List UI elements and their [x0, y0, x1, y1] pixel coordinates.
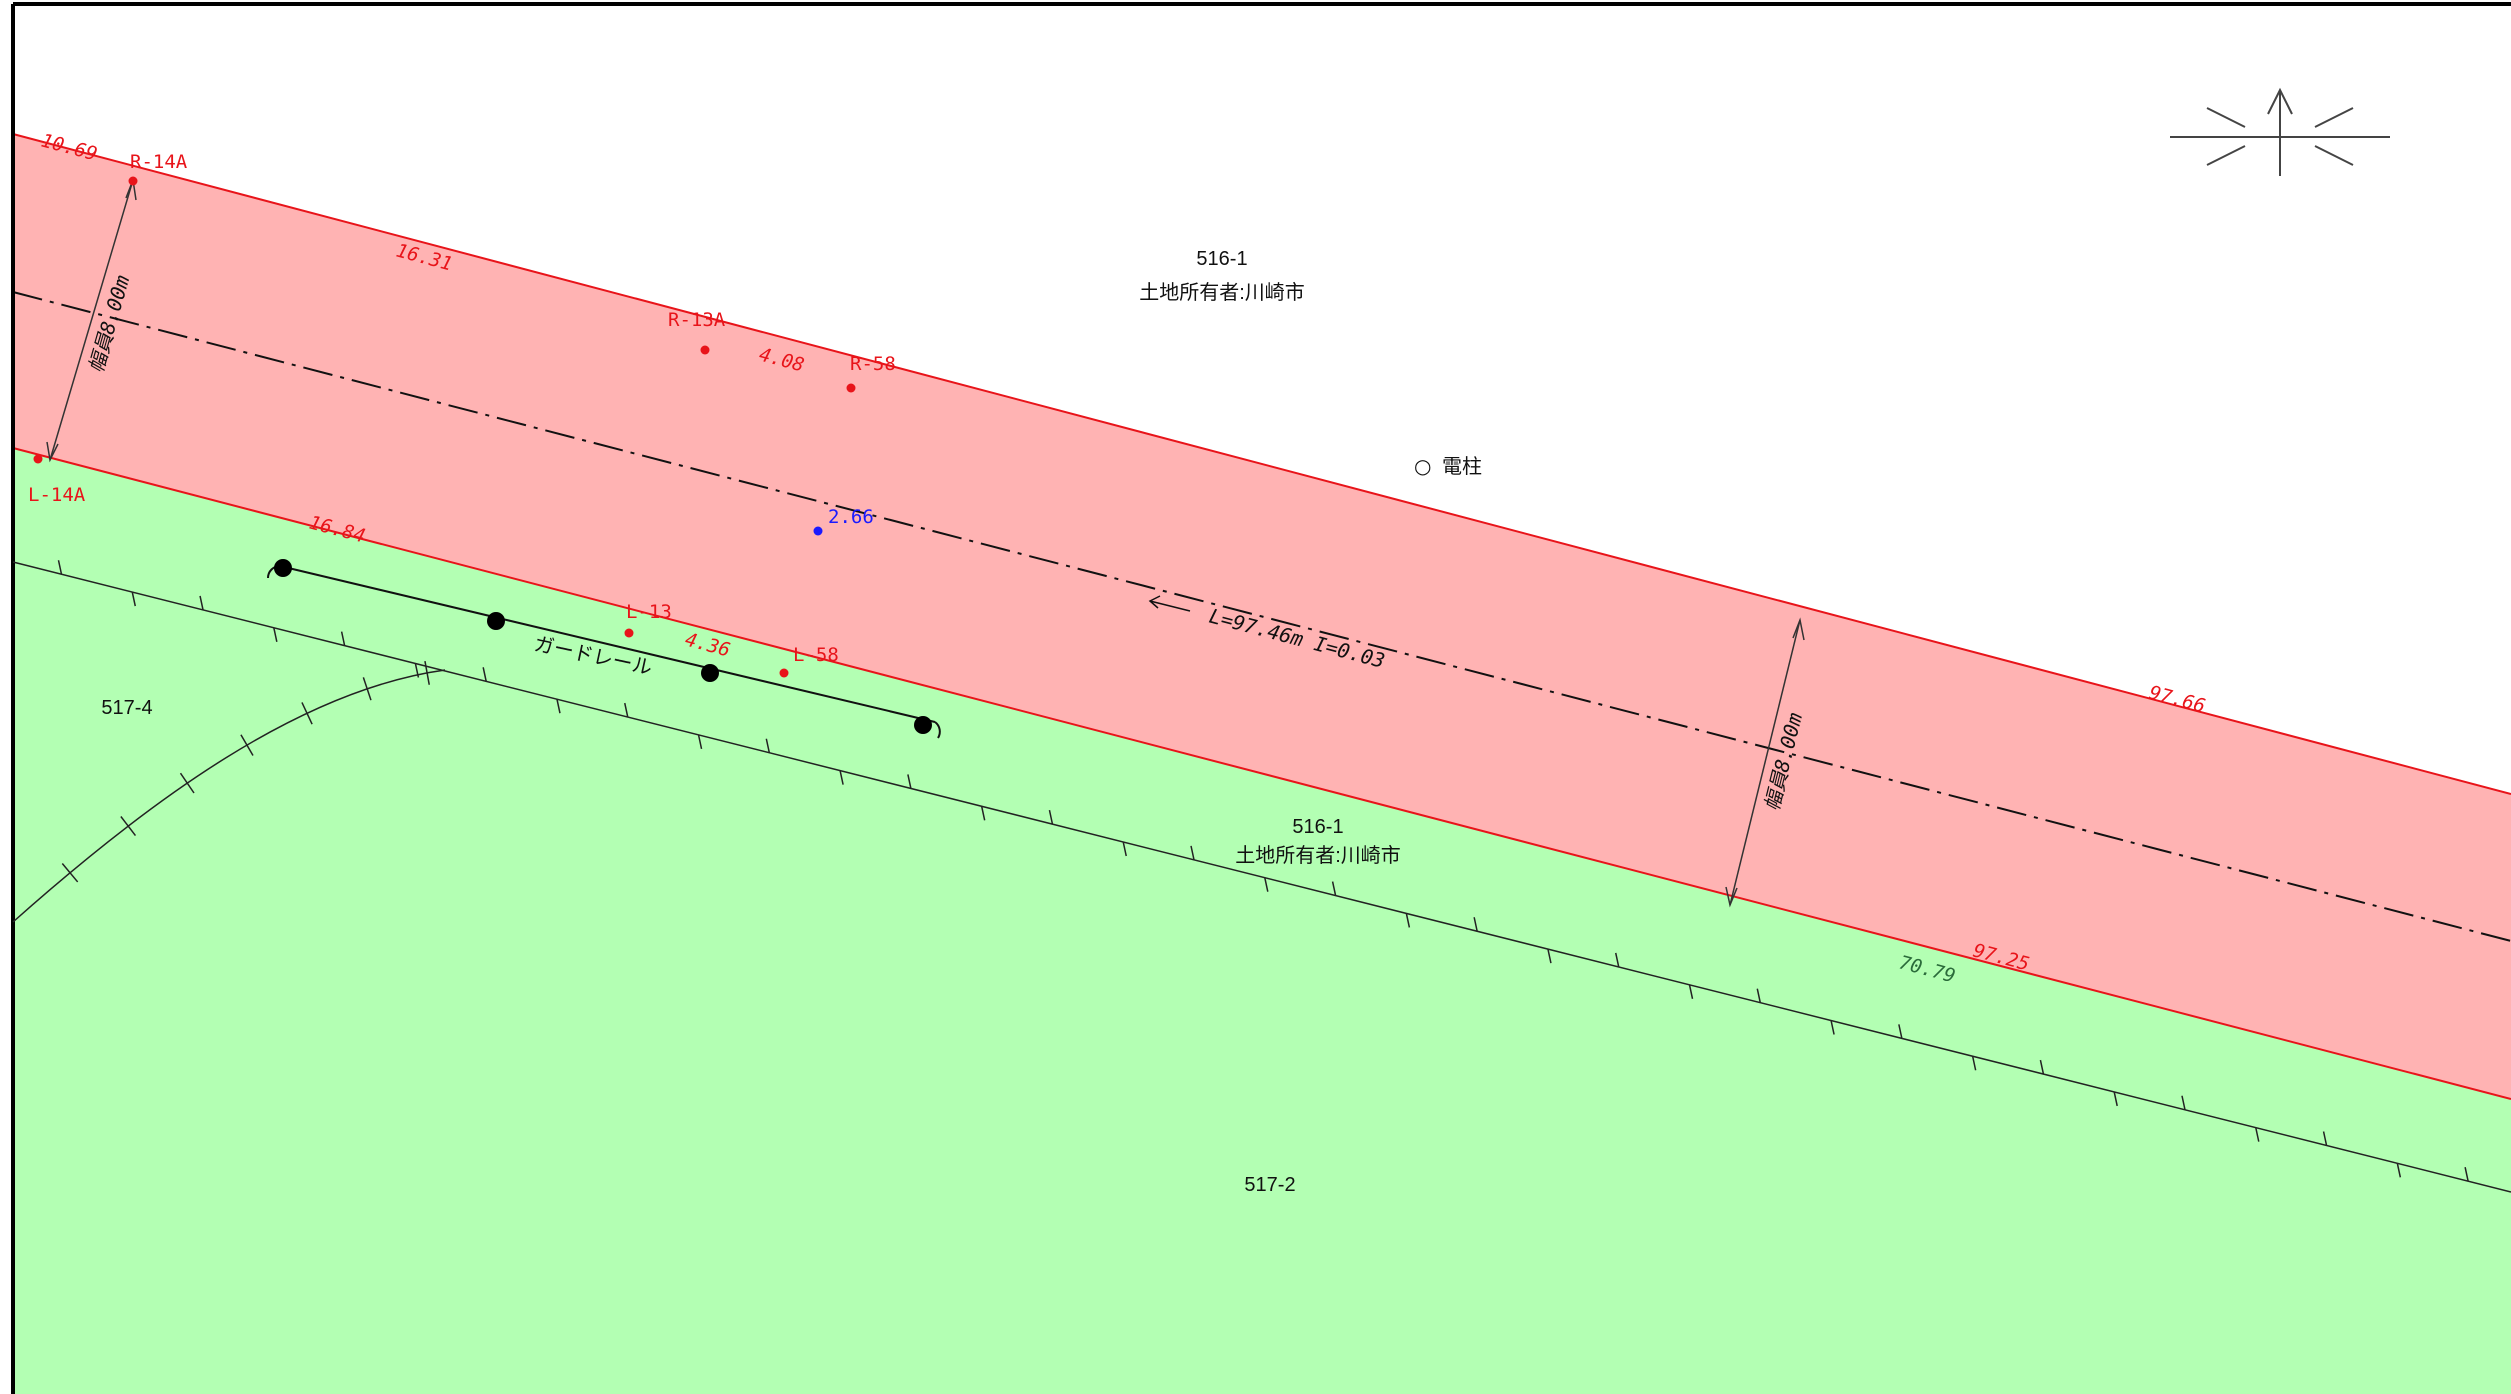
point-l58-label: L-58	[793, 644, 839, 666]
parcel-number-road-bottom: 516-1	[1292, 816, 1343, 838]
guardrail	[267, 559, 941, 739]
centerline-direction-arrow-icon	[1148, 595, 1191, 612]
point-r14a-marker	[128, 176, 138, 186]
point-r13a-label: R-13A	[668, 309, 726, 331]
parcel-number-road-top: 516-1	[1196, 248, 1247, 270]
parcel-owner-road-top: 土地所有者:川崎市	[1139, 281, 1305, 304]
fence-line	[12, 560, 2511, 1193]
parcel-owner-road-bottom: 土地所有者:川崎市	[1235, 844, 1401, 867]
point-l13-label: L-13	[626, 601, 672, 623]
guardrail-post-icon	[701, 664, 719, 682]
guardrail-post-icon	[274, 559, 292, 577]
distance-2-66: 2.66	[828, 506, 874, 528]
width-dimension-right	[1725, 617, 1805, 908]
point-r58-label: R-58	[850, 353, 896, 375]
point-l14a-marker	[33, 454, 43, 464]
road-boundary-top	[12, 133, 2511, 795]
point-r13a-marker	[700, 345, 710, 355]
guardrail-post-icon	[487, 612, 505, 630]
parcel-number-517-2: 517-2	[1244, 1174, 1295, 1196]
road-boundary-bottom	[12, 447, 2511, 1100]
point-r14a-label: R-14A	[130, 151, 188, 173]
parcel-number-517-4: 517-4	[101, 697, 152, 719]
point-l58-marker	[779, 668, 789, 678]
guardrail-post-icon	[914, 716, 932, 734]
land-parcel-area	[13, 448, 2511, 1394]
point-l14a-label: L-14A	[28, 484, 86, 506]
point-r58-marker	[846, 383, 856, 393]
centerline-point-marker	[813, 526, 823, 536]
point-l13-marker	[624, 628, 634, 638]
utility-pole-icon: ○	[1414, 454, 1431, 478]
north-arrow-icon	[2170, 87, 2390, 176]
utility-pole-label: 電柱	[1442, 454, 1482, 478]
road-centerline	[12, 291, 2511, 942]
